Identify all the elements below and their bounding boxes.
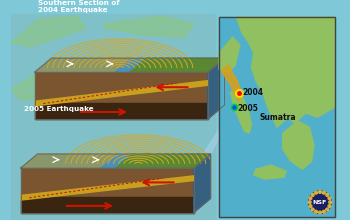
Circle shape (322, 210, 325, 213)
Polygon shape (254, 165, 286, 179)
Text: Sumatra: Sumatra (260, 113, 296, 122)
Polygon shape (208, 58, 239, 93)
Polygon shape (194, 107, 234, 168)
Bar (11, 14, 215, 220)
Text: 2004: 2004 (243, 88, 264, 97)
Text: NSF: NSF (313, 200, 327, 205)
Polygon shape (11, 75, 49, 100)
Circle shape (328, 205, 331, 208)
Circle shape (311, 194, 314, 196)
Polygon shape (130, 58, 225, 72)
Circle shape (315, 191, 317, 194)
Polygon shape (35, 81, 208, 106)
Text: 2005: 2005 (238, 104, 259, 113)
Polygon shape (321, 85, 329, 109)
Polygon shape (35, 103, 208, 119)
Circle shape (311, 208, 314, 211)
Circle shape (315, 210, 317, 213)
Circle shape (326, 208, 329, 211)
Circle shape (322, 191, 325, 194)
Polygon shape (35, 72, 208, 119)
Text: 2005 Earthquake: 2005 Earthquake (23, 106, 93, 112)
Polygon shape (116, 154, 211, 168)
Circle shape (318, 191, 321, 193)
Polygon shape (105, 16, 194, 38)
Polygon shape (35, 58, 130, 72)
Polygon shape (208, 58, 225, 119)
Text: Southern Section of
2004 Earthquake: Southern Section of 2004 Earthquake (37, 0, 119, 13)
Polygon shape (21, 176, 194, 200)
Circle shape (312, 194, 328, 211)
Polygon shape (21, 168, 194, 213)
Polygon shape (21, 154, 116, 168)
Polygon shape (231, 87, 251, 133)
Polygon shape (11, 16, 86, 47)
Circle shape (309, 197, 312, 200)
Polygon shape (21, 154, 211, 168)
Bar (219, 17, 335, 217)
Polygon shape (194, 154, 211, 213)
Circle shape (326, 194, 329, 196)
Circle shape (329, 201, 332, 204)
Polygon shape (35, 58, 225, 72)
Bar (219, 17, 335, 217)
Circle shape (308, 201, 311, 204)
Polygon shape (219, 37, 240, 73)
Polygon shape (21, 197, 194, 213)
Polygon shape (221, 65, 242, 101)
Circle shape (318, 211, 321, 214)
Circle shape (309, 191, 331, 213)
Polygon shape (283, 121, 314, 169)
Circle shape (328, 197, 331, 200)
Circle shape (309, 205, 312, 208)
Polygon shape (236, 17, 335, 127)
